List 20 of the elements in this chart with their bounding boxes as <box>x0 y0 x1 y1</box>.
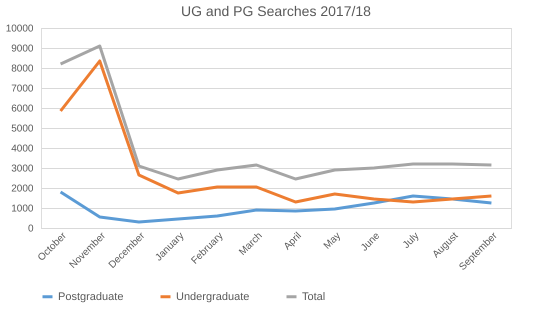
y-tick-label: 8000 <box>11 64 34 74</box>
y-tick-label: 0 <box>28 224 34 234</box>
y-tick-label: 9000 <box>11 44 34 54</box>
y-tick-label: 5000 <box>11 124 34 134</box>
legend-label: Total <box>302 290 326 303</box>
y-tick-label: 4000 <box>11 144 34 154</box>
y-tick-label: 7000 <box>11 84 34 94</box>
legend-label: Postgraduate <box>58 290 124 303</box>
legend-label: Undergraduate <box>176 290 250 303</box>
y-tick-label: 6000 <box>11 104 34 114</box>
x-tick-label: May <box>322 230 344 252</box>
line-series <box>59 44 493 180</box>
line-series <box>59 190 493 224</box>
x-tick-label: July <box>401 230 422 251</box>
line-series <box>59 60 493 204</box>
chart-title: UG and PG Searches 2017/18 <box>181 3 372 19</box>
y-tick-label: 1000 <box>11 204 34 214</box>
y-tick-label: 2000 <box>11 184 34 194</box>
y-tick-label: 10000 <box>6 24 34 34</box>
y-tick-label: 3000 <box>11 164 34 174</box>
